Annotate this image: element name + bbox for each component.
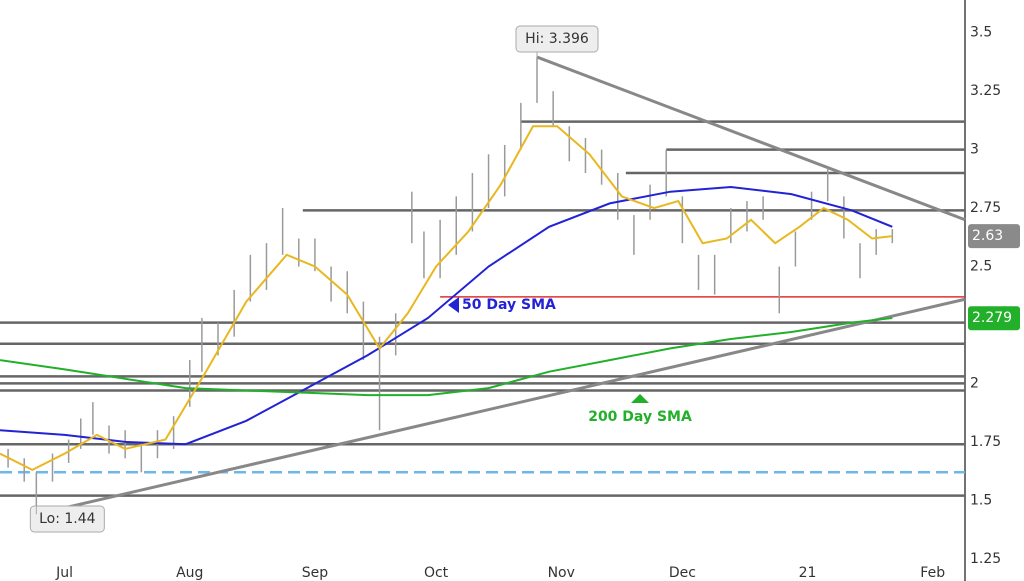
- y-tick-label: 3.5: [970, 25, 992, 41]
- x-tick-label: Nov: [548, 565, 575, 581]
- y-tick-label: 3.25: [970, 83, 1001, 99]
- x-tick-label: 21: [799, 565, 817, 581]
- annotation: Hi: 3.396: [525, 31, 589, 47]
- x-tick-label: Aug: [176, 565, 203, 581]
- price-label-box: [968, 224, 1020, 249]
- x-tick-label: Dec: [669, 565, 696, 581]
- y-tick-label: 1.5: [970, 492, 992, 508]
- y-tick-label: 1.75: [970, 434, 1001, 450]
- price-label: 2.279: [972, 310, 1012, 326]
- series-label: 50 Day SMA: [462, 297, 556, 313]
- y-tick-label: 1.25: [970, 551, 1001, 567]
- sma-line: [0, 185, 893, 446]
- price-label: 2.63: [972, 228, 1003, 244]
- trend-line: [536, 55, 966, 222]
- y-tick-label: 3: [970, 142, 979, 158]
- sma-line: [0, 125, 893, 472]
- trend-line: [36, 297, 966, 516]
- sma-line: [0, 317, 893, 397]
- y-tick-label: 2.5: [970, 259, 992, 275]
- label-arrow: [631, 394, 649, 403]
- x-tick-label: Jul: [55, 565, 73, 581]
- x-tick-label: Feb: [920, 565, 945, 581]
- price-label-box: [968, 306, 1020, 331]
- series-label: 200 Day SMA: [588, 409, 692, 425]
- label-arrow: [448, 297, 459, 313]
- x-tick-label: Sep: [302, 565, 329, 581]
- y-tick-label: 2: [970, 375, 979, 391]
- annotation: Lo: 1.44: [39, 511, 96, 527]
- x-tick-label: Oct: [424, 565, 449, 581]
- annotation-box: [29, 505, 105, 533]
- annotation-box: [515, 25, 599, 53]
- y-tick-label: 2.75: [970, 200, 1001, 216]
